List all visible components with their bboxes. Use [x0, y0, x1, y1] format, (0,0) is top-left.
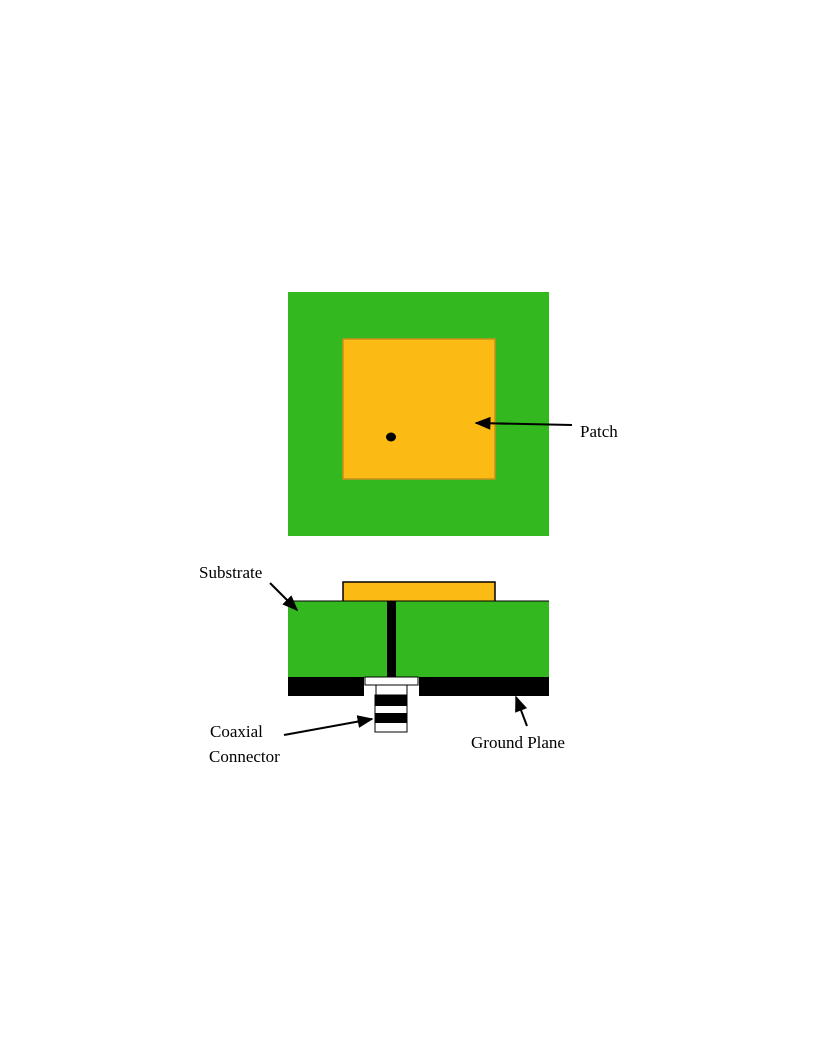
- ground-plane-right: [419, 677, 549, 696]
- feed-point-dot: [386, 432, 396, 442]
- feed-probe: [387, 601, 396, 678]
- coaxial-connector-label-line2: Connector: [209, 747, 280, 766]
- top-view: [288, 292, 549, 536]
- connector-neck: [375, 684, 408, 696]
- side-view-substrate: [288, 601, 549, 678]
- top-view-patch: [342, 338, 496, 480]
- patch-label: Patch: [580, 422, 618, 441]
- side-view-patch: [342, 581, 496, 603]
- connector-flange: [364, 676, 419, 686]
- connector-stripe-2: [375, 713, 407, 723]
- coaxial-connector-arrow: [283, 715, 374, 736]
- coaxial-connector-label-line1: Coaxial: [210, 722, 263, 741]
- connector-stripe-1: [375, 695, 407, 706]
- side-view: [288, 581, 549, 733]
- substrate-arrow: [269, 582, 299, 612]
- ground-plane-label: Ground Plane: [471, 733, 565, 752]
- patch-arrow: [474, 416, 573, 430]
- ground-plane-arrow: [515, 695, 528, 727]
- substrate-label: Substrate: [199, 563, 262, 582]
- ground-plane-left: [288, 677, 364, 696]
